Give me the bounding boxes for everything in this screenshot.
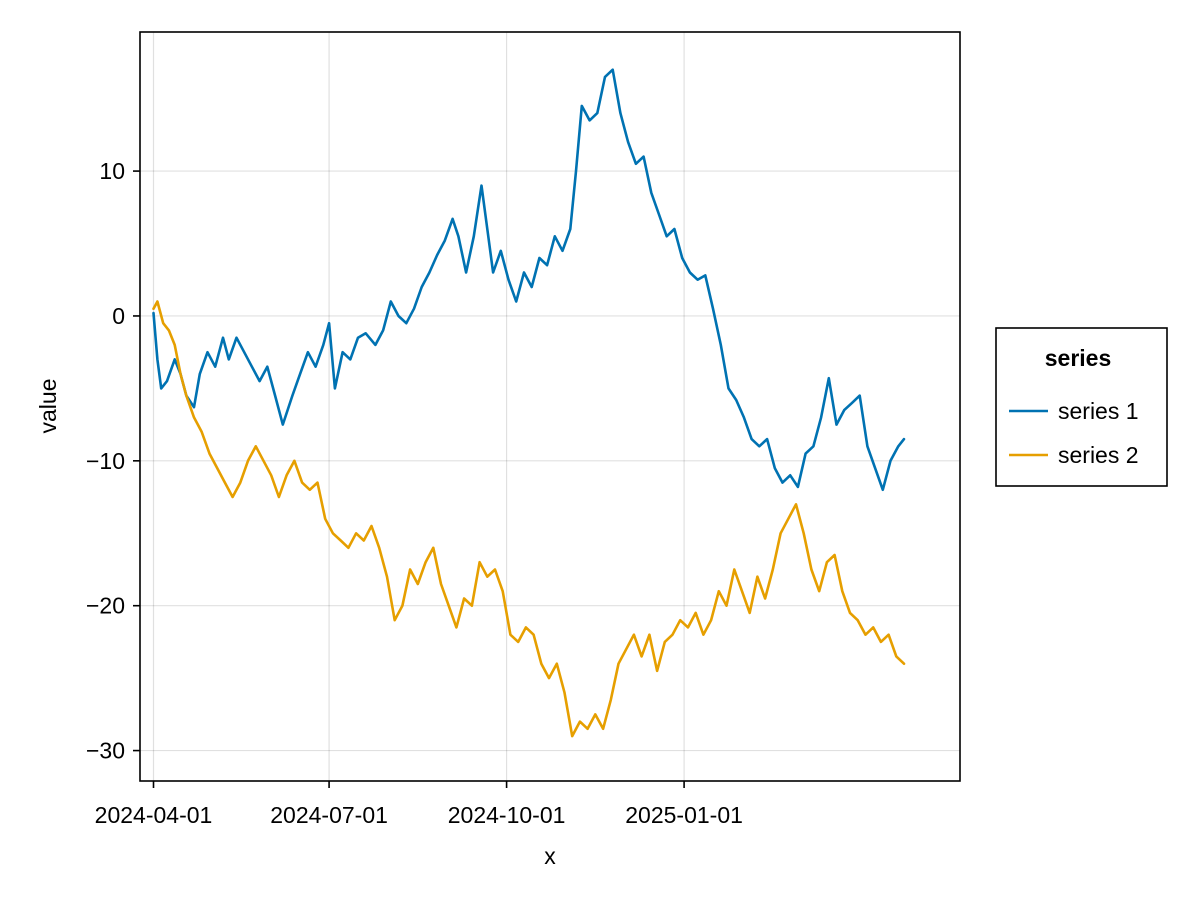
legend-title: series: [1045, 345, 1112, 371]
grid: [140, 32, 960, 781]
legend-label-series-2: series 2: [1058, 442, 1139, 468]
y-tick-label: 0: [112, 303, 125, 329]
legend-label-series-1: series 1: [1058, 398, 1139, 424]
series-lines: [152, 68, 906, 738]
y-tick-label: 10: [99, 158, 125, 184]
legend: series series 1 series 2: [995, 327, 1168, 487]
y-axis-label: value: [35, 379, 61, 434]
y-axis: −30 −20 −10 0 10: [86, 158, 140, 764]
y-tick-label: −10: [86, 448, 125, 474]
x-axis-label: x: [544, 843, 556, 869]
series-line-2: [152, 300, 906, 738]
x-tick-label: 2024-07-01: [270, 802, 388, 828]
x-tick-label: 2025-01-01: [625, 802, 743, 828]
x-tick-label: 2024-10-01: [448, 802, 566, 828]
series-line-1: [152, 68, 906, 492]
x-tick-label: 2024-04-01: [95, 802, 213, 828]
plot-frame: [139, 31, 961, 782]
y-tick-label: −30: [86, 738, 125, 764]
x-axis: 2024-04-01 2024-07-01 2024-10-01 2025-01-01: [95, 781, 743, 828]
legend-box: [995, 327, 1168, 487]
y-tick-label: −20: [86, 593, 125, 619]
